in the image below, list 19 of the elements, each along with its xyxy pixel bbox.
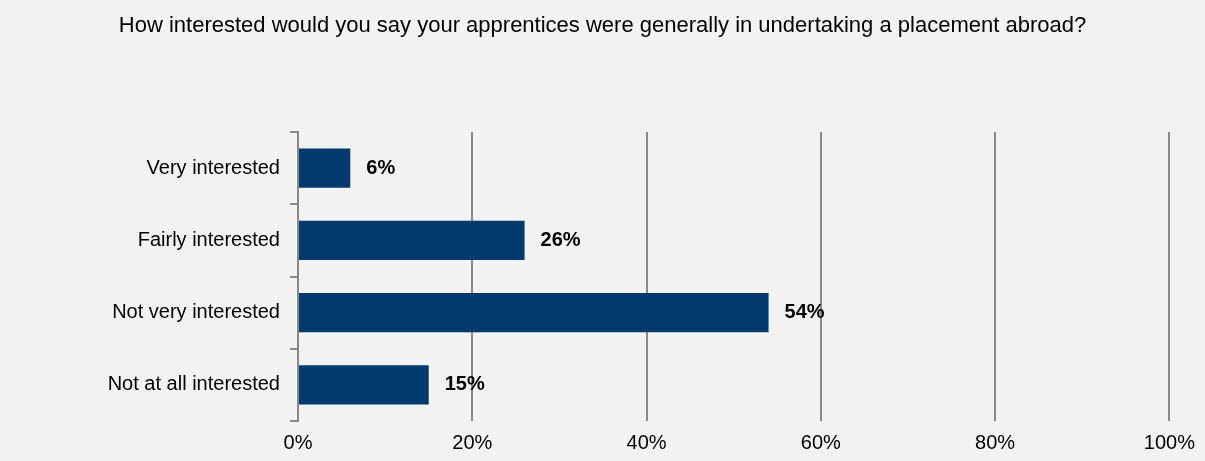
data-label: 26% xyxy=(540,227,581,250)
bar xyxy=(299,293,769,333)
data-label: 15% xyxy=(444,372,485,395)
y-tick-label: Not very interested xyxy=(112,300,280,323)
bar xyxy=(299,365,429,405)
bar xyxy=(299,220,525,260)
y-tick-label: Not at all interested xyxy=(107,372,280,395)
chart-title: How interested would you say your apprentices were generally in undertaking a placement abroad? xyxy=(117,11,1088,39)
y-tick-label: Fairly interested xyxy=(137,227,280,250)
x-tick-label: 0% xyxy=(283,430,313,453)
x-tick-label: 20% xyxy=(452,430,493,453)
data-label: 6% xyxy=(366,155,396,178)
bar xyxy=(299,148,351,188)
data-label: 54% xyxy=(784,300,825,323)
y-tick-label: Very interested xyxy=(146,155,280,178)
x-tick-label: 100% xyxy=(1143,430,1196,453)
x-tick-label: 80% xyxy=(975,430,1016,453)
x-tick-label: 60% xyxy=(800,430,842,453)
x-tick-label: 40% xyxy=(626,430,667,453)
